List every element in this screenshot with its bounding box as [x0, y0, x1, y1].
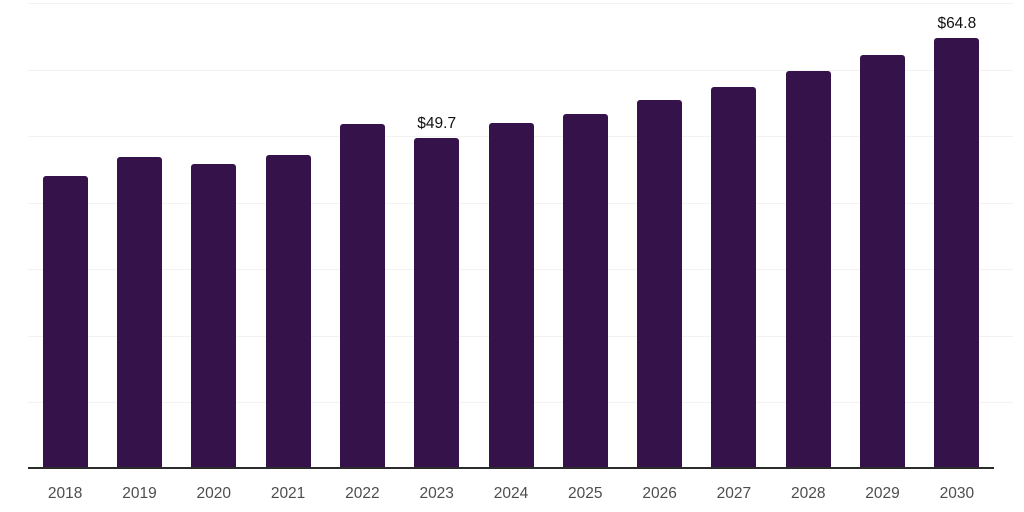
x-tick-label-2029: 2029: [865, 485, 900, 502]
x-tick-label-2025: 2025: [568, 485, 603, 502]
x-tick-label-2020: 2020: [196, 485, 232, 502]
bar-2019[interactable]: [116, 157, 162, 469]
x-tick-label-2028: 2028: [790, 485, 826, 502]
data-label-2030: $64.8: [937, 14, 977, 32]
bar-2026[interactable]: [637, 100, 683, 469]
bar-2024[interactable]: [488, 122, 534, 469]
gridline-60: [28, 69, 1013, 71]
bar-2023[interactable]: [414, 138, 460, 469]
x-tick-label-2026: 2026: [642, 485, 677, 502]
x-tick-label-2018: 2018: [47, 485, 83, 502]
x-tick-label-2021: 2021: [270, 485, 306, 502]
x-axis-line: [28, 467, 994, 469]
gridline-70: [28, 3, 1013, 4]
x-tick-label-2023: 2023: [419, 485, 454, 502]
x-tick-label-2030: 2030: [939, 485, 975, 502]
x-tick-label-2022: 2022: [345, 485, 380, 502]
bar-2018[interactable]: [42, 176, 88, 469]
x-tick-label-2024: 2024: [493, 485, 529, 502]
x-tick-label-2027: 2027: [716, 485, 752, 502]
bar-2021[interactable]: [265, 155, 311, 469]
bar-2025[interactable]: [562, 113, 608, 469]
bar-2020[interactable]: [191, 164, 237, 469]
data-label-2023: $49.7: [417, 115, 457, 133]
x-tick-label-2019: 2019: [122, 485, 157, 502]
bar-2028[interactable]: [785, 70, 831, 469]
bar-2027[interactable]: [711, 86, 757, 469]
bar-2029[interactable]: [860, 54, 906, 469]
bar-2030[interactable]: [934, 37, 980, 469]
bar-2022[interactable]: [339, 124, 385, 469]
